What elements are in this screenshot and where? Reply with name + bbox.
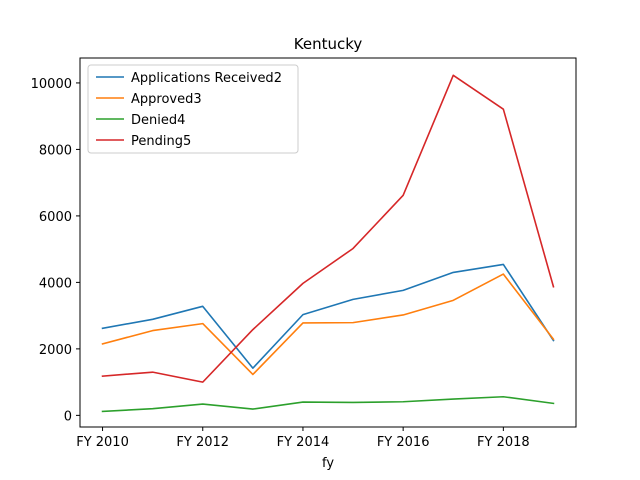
legend-label: Denied4 xyxy=(131,113,185,128)
legend-label: Applications Received2 xyxy=(131,71,282,86)
series-line-1 xyxy=(101,263,555,369)
plot-area xyxy=(101,74,555,413)
y-tick-label: 4000 xyxy=(39,276,72,291)
legend-label: Pending5 xyxy=(131,134,191,149)
y-tick-label: 8000 xyxy=(39,143,72,158)
legend: Applications Received2 Approved3 Denied4 Pe… xyxy=(87,64,299,154)
y-tick-label: 10000 xyxy=(31,77,72,92)
x-tick-label: FY 2010 xyxy=(76,435,129,450)
y-tick-label: 0 xyxy=(64,409,72,424)
x-axis: FY 2010 FY 2012 FY 2014 FY 2016 FY 2018 xyxy=(76,427,530,450)
x-tick-label: FY 2018 xyxy=(477,435,530,450)
series-line-4 xyxy=(101,74,555,383)
chart-title: Kentucky xyxy=(294,35,363,53)
x-tick-label: FY 2016 xyxy=(377,435,430,450)
x-tick-label: FY 2012 xyxy=(176,435,229,450)
y-axis: 0 2000 4000 6000 8000 10000 xyxy=(31,77,80,424)
legend-box xyxy=(87,64,299,154)
x-axis-label: fy xyxy=(322,456,334,471)
legend-label: Approved3 xyxy=(131,92,202,107)
x-tick-label: FY 2014 xyxy=(277,435,330,450)
y-tick-label: 6000 xyxy=(39,210,72,225)
axes-frame xyxy=(79,57,577,428)
series-line-3 xyxy=(101,395,555,413)
y-tick-label: 2000 xyxy=(39,343,72,358)
series-line-2 xyxy=(101,273,555,376)
